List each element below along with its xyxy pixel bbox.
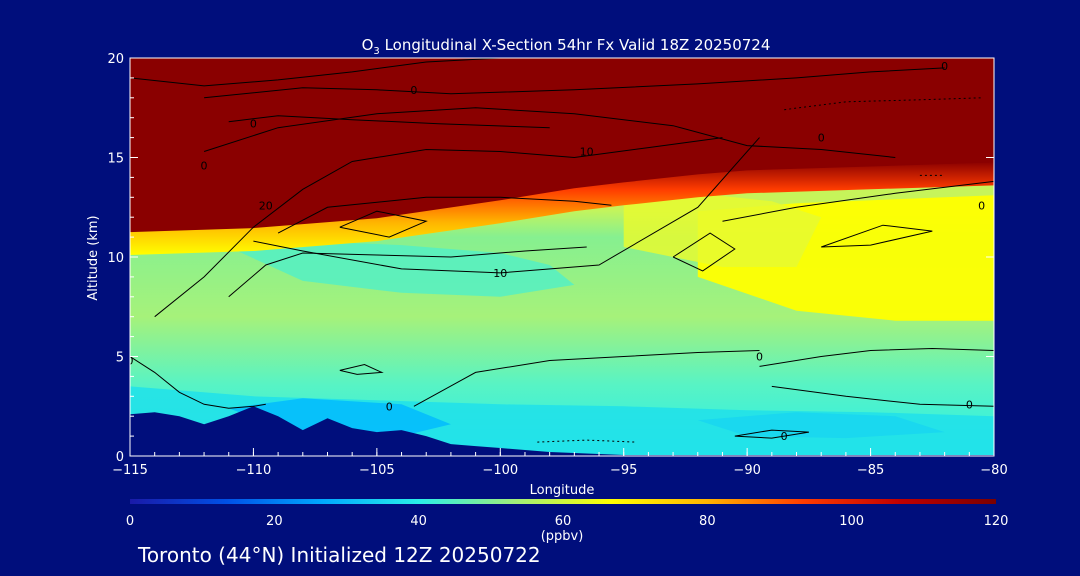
y-axis-label: Altitude (km) <box>86 215 101 300</box>
contour-label-9: 0 <box>201 159 208 172</box>
x-axis-label: Longitude <box>530 483 595 498</box>
contour-line-0 <box>130 356 266 409</box>
contour-line-10 <box>204 67 945 99</box>
x-tick-label-5: −90 <box>733 463 760 478</box>
y-tick-label-2: 10 <box>107 251 124 266</box>
x-tick-label-3: −100 <box>482 463 518 478</box>
contour-label-6: 0 <box>818 132 825 145</box>
contour-line-8 <box>821 224 933 248</box>
contour-line-1 <box>413 350 760 407</box>
x-axis: −115 −110 −105 −100 −95 −90 −85 −80 <box>112 448 1008 478</box>
contour-label-0: 0 <box>127 354 134 367</box>
contour-line-12 <box>253 137 760 274</box>
contour-line-17 <box>228 246 587 298</box>
colorbar-strip <box>130 499 996 504</box>
y-tick-label-0: 0 <box>116 450 124 465</box>
tropopause-transition <box>130 161 994 255</box>
plot-area: 0 0 0 0 0 0 0 0 0 0 0 10 10 20 <box>127 58 994 456</box>
contour-label-7: 0 <box>410 84 417 97</box>
x-tick-label-2: −105 <box>359 463 395 478</box>
y-tick-label-3: 15 <box>107 152 124 167</box>
contour-label-4: 0 <box>781 430 788 443</box>
stratosphere-region <box>130 58 994 233</box>
dotted-contour-0 <box>784 97 982 111</box>
x-tick-label-0: −115 <box>112 463 148 478</box>
y-tick-label-4: 20 <box>107 52 124 67</box>
x-tick-label-4: −95 <box>610 463 637 478</box>
colorbar-tick-label-5: 100 <box>839 514 864 529</box>
contour-line-13 <box>228 115 550 129</box>
contour-label-12: 10 <box>580 146 594 159</box>
contour-line-15 <box>339 210 428 238</box>
colorbar-tick-label-1: 20 <box>266 514 283 529</box>
contour-label-13: 20 <box>259 199 273 212</box>
contour-line-9 <box>203 107 896 158</box>
contour-label-8: 0 <box>250 118 257 131</box>
contour-label-11: 10 <box>493 267 507 280</box>
contour-line-6 <box>722 180 994 222</box>
colorbar-tick-label-0: 0 <box>126 514 134 529</box>
contour-label-1: 0 <box>386 400 393 413</box>
contour-line-11 <box>130 58 501 87</box>
contour-line-2 <box>759 347 994 367</box>
terrain-mask <box>130 406 994 456</box>
contour-line-16 <box>154 137 723 318</box>
x-tick-label-6: −85 <box>857 463 884 478</box>
colorbar-tick-label-4: 80 <box>699 514 716 529</box>
x-tick-label-1: −110 <box>236 463 272 478</box>
colorbar-tick-label-2: 40 <box>410 514 427 529</box>
contour-line-4 <box>734 429 809 439</box>
colorbar-tick-label-3: 60 <box>555 514 572 529</box>
initialization-label: Toronto (44°N) Initialized 12Z 20250722 <box>137 543 541 567</box>
contour-line-5 <box>339 363 384 375</box>
contour-label-2: 0 <box>756 351 763 364</box>
colorbar: 0 20 40 60 80 100 120 <box>126 499 1009 529</box>
colorbar-tick-label-6: 120 <box>984 514 1009 529</box>
x-tick-label-7: −80 <box>980 463 1007 478</box>
contour-label-10: 0 <box>941 60 948 73</box>
contour-line-3 <box>771 385 994 407</box>
contour-label-3: 0 <box>966 398 973 411</box>
dotted-contour-1 <box>537 439 637 443</box>
y-tick-label-1: 5 <box>116 351 124 366</box>
chart-title: O3 Longitudinal X-Section 54hr Fx Valid … <box>362 36 771 57</box>
contour-line-14 <box>277 196 612 234</box>
contour-line-7 <box>672 232 736 272</box>
colorbar-units-label: (ppbv) <box>541 529 584 544</box>
contour-label-5: 0 <box>978 199 985 212</box>
